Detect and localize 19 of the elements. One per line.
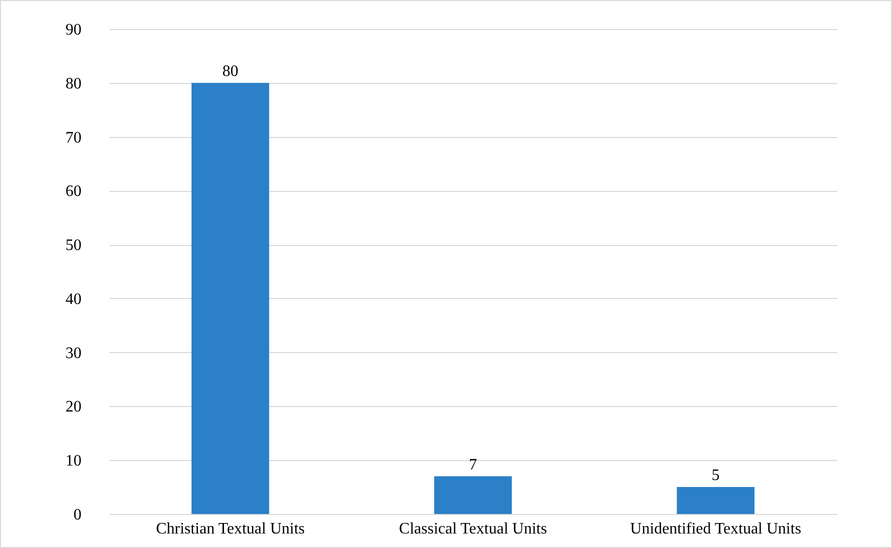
- y-tick-label: 20: [66, 398, 82, 416]
- data-label: 80: [222, 62, 238, 80]
- y-tick-label: 10: [66, 452, 82, 470]
- bar: [192, 82, 270, 514]
- x-tick-label: Christian Textual Units: [156, 520, 305, 538]
- bar: [676, 487, 754, 514]
- y-tick-label: 60: [66, 183, 82, 200]
- y-tick-label: 30: [66, 344, 82, 362]
- y-tick-label: 40: [66, 290, 82, 308]
- y-tick-label: 0: [74, 506, 82, 524]
- y-tick-label: 50: [66, 237, 82, 254]
- x-tick-label: Unidentified Textual Units: [630, 520, 802, 538]
- data-label: 7: [469, 456, 477, 474]
- y-tick-label: 90: [66, 22, 82, 38]
- bar: [434, 476, 512, 514]
- x-tick-label: Classical Textual Units: [399, 520, 547, 538]
- y-tick-label: 70: [66, 129, 82, 146]
- data-label: 5: [712, 467, 720, 484]
- y-tick-label: 80: [66, 75, 82, 92]
